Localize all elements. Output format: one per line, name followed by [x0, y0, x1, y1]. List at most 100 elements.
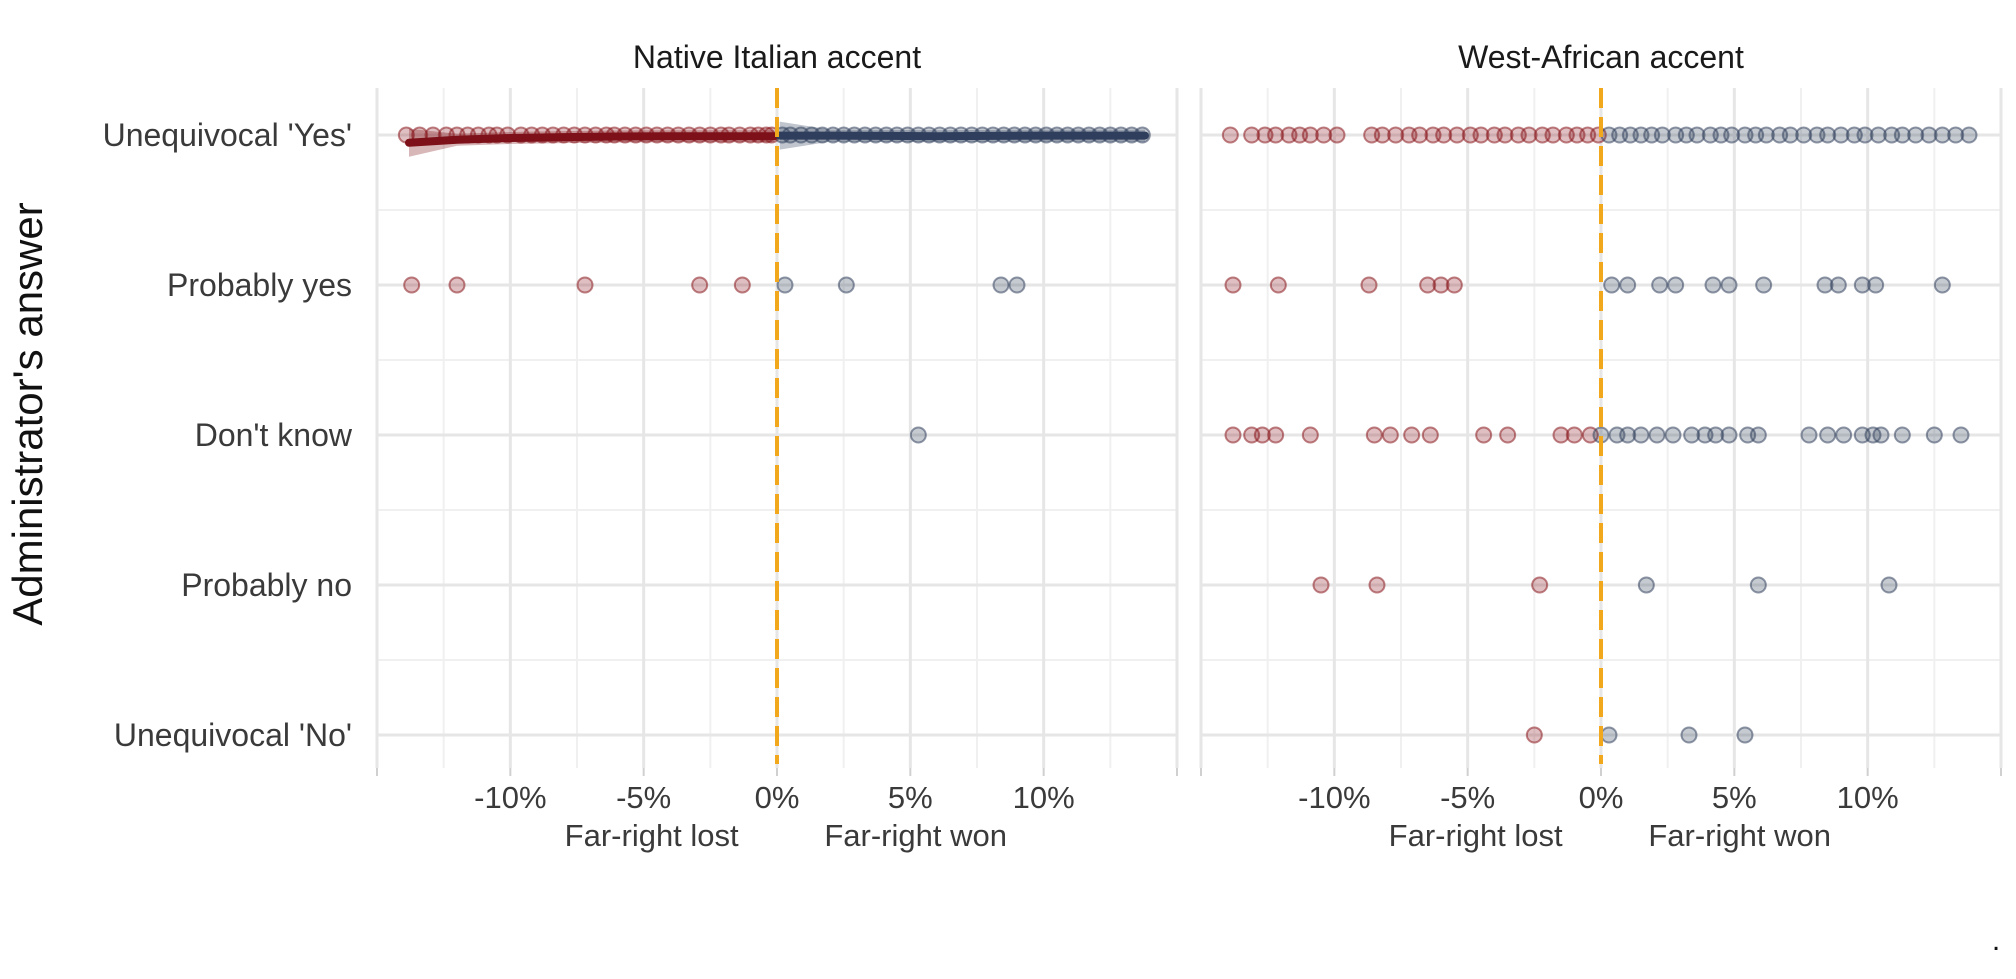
data-point-far-right-won: [1704, 276, 1722, 294]
data-point-far-right-won: [1829, 276, 1847, 294]
category-label-probably-yes: Probably yes: [167, 267, 352, 303]
category-label-unequivocal-no: Unequivocal 'No': [114, 717, 352, 753]
data-point-far-right-lost: [1267, 426, 1285, 444]
points: [1221, 126, 1978, 744]
data-point-far-right-lost: [733, 276, 751, 294]
data-point-far-right-won: [1853, 276, 1871, 294]
data-point-far-right-lost: [1496, 126, 1514, 144]
data-point-far-right-won: [1651, 276, 1669, 294]
x-side-label-lost: Far-right lost: [565, 818, 739, 853]
data-point-far-right-lost: [1224, 426, 1242, 444]
facet-title: West-African accent: [1458, 39, 1744, 75]
data-point-far-right-lost: [1365, 426, 1383, 444]
data-point-far-right-won: [1907, 126, 1925, 144]
data-point-far-right-lost: [1544, 126, 1562, 144]
data-point-far-right-won: [1867, 276, 1885, 294]
data-point-far-right-won: [1683, 426, 1701, 444]
panel-west-african-accent: West-African accent-10% -5% 0% 5% 10%Far-rig…: [1199, 39, 2003, 853]
data-point-far-right-lost: [1312, 576, 1330, 594]
data-point-far-right-won: [1925, 426, 1943, 444]
data-point-far-right-won: [1648, 426, 1666, 444]
data-point-far-right-won: [1880, 576, 1898, 594]
x-tick-label: 0%: [755, 780, 800, 815]
category-label-probably-no: Probably no: [181, 567, 352, 603]
data-point-far-right-lost: [1387, 126, 1405, 144]
data-point-far-right-won: [776, 276, 794, 294]
category-labels: Unequivocal 'Yes' Probably yes Don't know P…: [103, 117, 353, 753]
data-point-far-right-won: [1933, 126, 1951, 144]
data-point-far-right-lost: [1525, 726, 1543, 744]
data-point-far-right-lost: [1448, 126, 1466, 144]
data-point-far-right-won: [1749, 426, 1767, 444]
data-point-far-right-lost: [1301, 126, 1319, 144]
data-point-far-right-won: [1603, 276, 1621, 294]
x-tick-label: -10%: [474, 780, 546, 815]
x-tick-label: 0%: [1579, 780, 1624, 815]
x-side-label-won: Far-right won: [1648, 818, 1831, 853]
data-point-far-right-lost: [1360, 276, 1378, 294]
data-point-far-right-won: [1933, 276, 1951, 294]
data-point-far-right-won: [1667, 276, 1685, 294]
data-point-far-right-won: [992, 276, 1010, 294]
data-point-far-right-won: [1952, 426, 1970, 444]
x-tick-label: -5%: [616, 780, 671, 815]
data-point-far-right-won: [1893, 426, 1911, 444]
y-axis-title: Administrator's answer: [4, 202, 51, 626]
data-point-far-right-won: [1920, 126, 1938, 144]
x-side-label-lost: Far-right lost: [1389, 818, 1563, 853]
panel-native-italian-accent: Native Italian accent-10% -5% 0% 5% 10%Far-r…: [375, 39, 1179, 853]
data-point-far-right-won: [1795, 126, 1813, 144]
data-point-far-right-lost: [1403, 426, 1421, 444]
x-side-label-won: Far-right won: [824, 818, 1007, 853]
data-point-far-right-won: [909, 426, 927, 444]
data-point-far-right-lost: [1531, 576, 1549, 594]
data-point-far-right-won: [1757, 126, 1775, 144]
data-point-far-right-lost: [403, 276, 421, 294]
data-point-far-right-won: [1680, 726, 1698, 744]
data-point-far-right-won: [1736, 726, 1754, 744]
data-point-far-right-won: [1008, 276, 1026, 294]
data-point-far-right-won: [1960, 126, 1978, 144]
data-point-far-right-lost: [1253, 426, 1271, 444]
data-point-far-right-won: [1707, 426, 1725, 444]
data-point-far-right-won: [1688, 126, 1706, 144]
data-point-far-right-won: [1720, 426, 1738, 444]
data-point-far-right-lost: [1421, 426, 1439, 444]
data-point-far-right-won: [1723, 126, 1741, 144]
data-point-far-right-lost: [1381, 426, 1399, 444]
data-point-far-right-lost: [691, 276, 709, 294]
data-point-far-right-lost: [1267, 126, 1285, 144]
data-point-far-right-won: [1869, 126, 1887, 144]
data-point-far-right-lost: [1419, 276, 1437, 294]
data-point-far-right-lost: [1224, 276, 1242, 294]
data-point-far-right-won: [1832, 126, 1850, 144]
data-point-far-right-lost: [1472, 126, 1490, 144]
data-point-far-right-won: [1619, 276, 1637, 294]
data-point-far-right-won: [1755, 276, 1773, 294]
data-point-far-right-won: [1947, 126, 1965, 144]
data-point-far-right-won: [1835, 426, 1853, 444]
data-point-far-right-won: [1872, 426, 1890, 444]
data-point-far-right-won: [1749, 576, 1767, 594]
facet-title: Native Italian accent: [633, 39, 921, 75]
data-point-far-right-lost: [1499, 426, 1517, 444]
x-tick-label: -5%: [1440, 780, 1495, 815]
data-point-far-right-won: [1653, 126, 1671, 144]
smooth-line-lost: [405, 132, 779, 147]
data-point-far-right-won: [1800, 426, 1818, 444]
data-point-far-right-lost: [1315, 126, 1333, 144]
data-point-far-right-lost: [576, 276, 594, 294]
data-point-far-right-lost: [1221, 126, 1239, 144]
data-point-far-right-won: [1637, 576, 1655, 594]
data-point-far-right-lost: [1565, 426, 1583, 444]
data-point-far-right-lost: [1475, 426, 1493, 444]
data-point-far-right-lost: [1445, 276, 1463, 294]
data-point-far-right-won: [1632, 426, 1650, 444]
x-tick-label: -10%: [1298, 780, 1370, 815]
data-point-far-right-won: [1893, 126, 1911, 144]
data-point-far-right-lost: [1411, 126, 1429, 144]
category-label-unequivocal-yes: Unequivocal 'Yes': [103, 117, 352, 153]
data-point-far-right-lost: [1435, 126, 1453, 144]
data-point-far-right-won: [1819, 126, 1837, 144]
x-tick-label: 10%: [1837, 780, 1899, 815]
